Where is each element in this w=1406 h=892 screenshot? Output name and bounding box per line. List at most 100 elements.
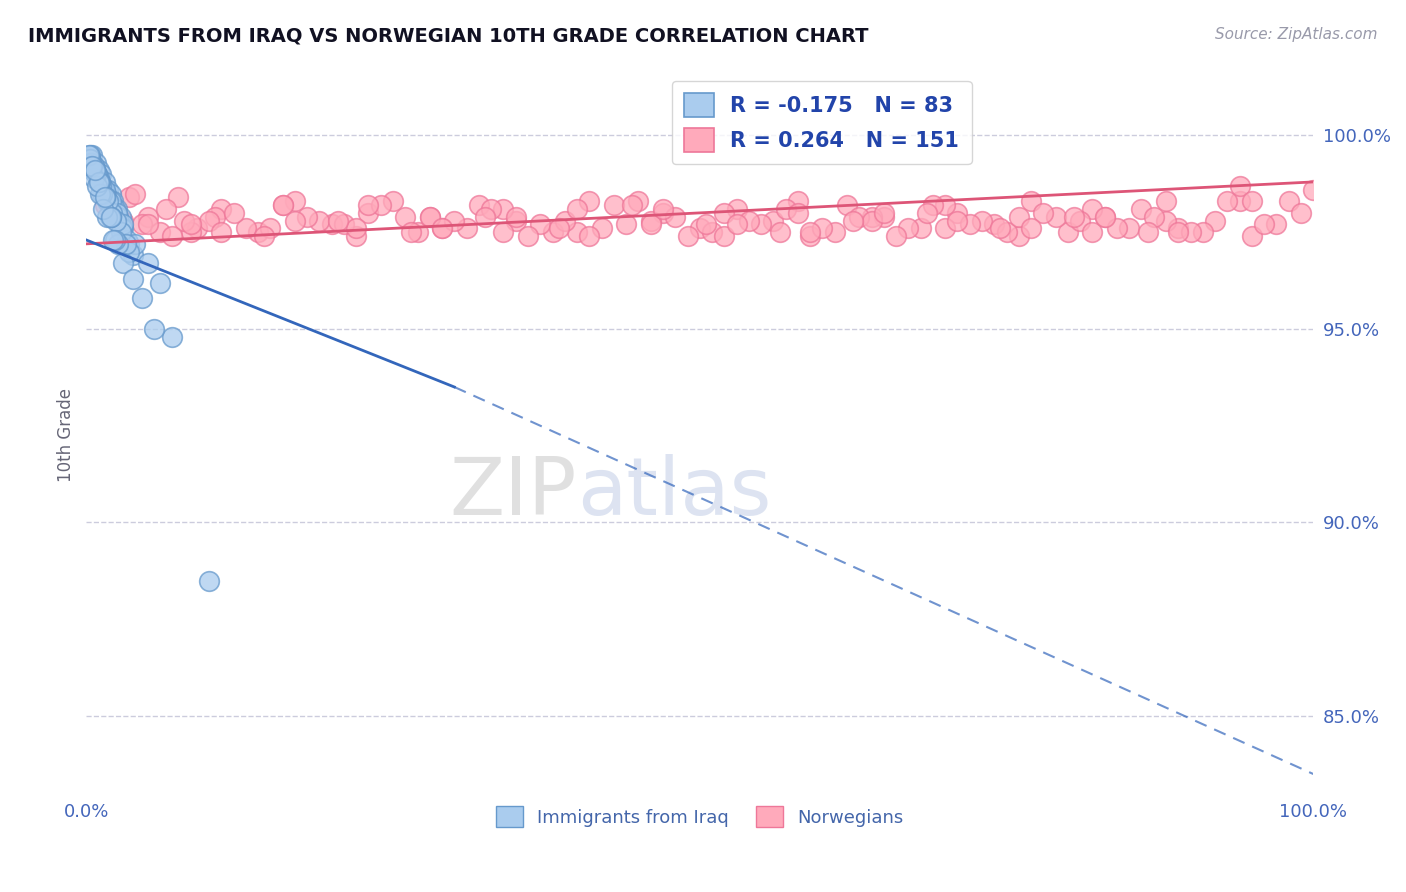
Point <box>1216 194 1239 209</box>
Point <box>787 206 810 220</box>
Point <box>198 574 221 588</box>
Point <box>107 236 129 251</box>
Point <box>1081 202 1104 216</box>
Point <box>100 186 122 201</box>
Point <box>112 213 135 227</box>
Point <box>97 194 120 209</box>
Point <box>136 210 159 224</box>
Point <box>934 198 956 212</box>
Point <box>97 183 120 197</box>
Point <box>456 221 478 235</box>
Point <box>1154 194 1177 209</box>
Point <box>689 221 711 235</box>
Point <box>738 213 761 227</box>
Point <box>111 221 134 235</box>
Point <box>124 186 146 201</box>
Point <box>357 198 380 212</box>
Point <box>295 210 318 224</box>
Point <box>1019 221 1042 235</box>
Point <box>474 210 496 224</box>
Point <box>614 218 637 232</box>
Point <box>83 163 105 178</box>
Point <box>93 190 115 204</box>
Point <box>713 229 735 244</box>
Point <box>96 194 118 209</box>
Point <box>84 155 107 169</box>
Point <box>89 186 111 201</box>
Point <box>946 206 969 220</box>
Point <box>492 202 515 216</box>
Point <box>1143 210 1166 224</box>
Point <box>1289 206 1312 220</box>
Text: Source: ZipAtlas.com: Source: ZipAtlas.com <box>1215 27 1378 42</box>
Point <box>676 229 699 244</box>
Point <box>884 229 907 244</box>
Point <box>627 194 650 209</box>
Point <box>873 210 896 224</box>
Point <box>835 198 858 212</box>
Point <box>86 167 108 181</box>
Point <box>640 213 662 227</box>
Point <box>768 225 790 239</box>
Point <box>235 221 257 235</box>
Point <box>394 210 416 224</box>
Point <box>664 210 686 224</box>
Point <box>1229 178 1251 193</box>
Point <box>541 225 564 239</box>
Point <box>811 221 834 235</box>
Point <box>308 213 330 227</box>
Point <box>652 206 675 220</box>
Point <box>700 225 723 239</box>
Point <box>89 175 111 189</box>
Point <box>578 229 600 244</box>
Point <box>842 213 865 227</box>
Point <box>103 194 125 209</box>
Point <box>1094 210 1116 224</box>
Point <box>1057 225 1080 239</box>
Point <box>713 206 735 220</box>
Point <box>104 206 127 220</box>
Point <box>84 167 107 181</box>
Point <box>259 221 281 235</box>
Point <box>848 210 870 224</box>
Point <box>90 178 112 193</box>
Legend: Immigrants from Iraq, Norwegians: Immigrants from Iraq, Norwegians <box>488 799 911 834</box>
Point <box>547 221 569 235</box>
Point <box>326 213 349 227</box>
Point <box>1265 218 1288 232</box>
Point <box>103 233 125 247</box>
Point <box>112 256 135 270</box>
Point <box>79 152 101 166</box>
Point <box>82 163 104 178</box>
Point <box>100 194 122 209</box>
Point <box>990 221 1012 235</box>
Text: ZIP: ZIP <box>450 454 576 532</box>
Point <box>873 206 896 220</box>
Y-axis label: 10th Grade: 10th Grade <box>58 388 75 483</box>
Point <box>1136 225 1159 239</box>
Point <box>118 244 141 259</box>
Point <box>155 202 177 216</box>
Point <box>112 218 135 232</box>
Point <box>725 202 748 216</box>
Point <box>104 213 127 227</box>
Point <box>443 213 465 227</box>
Point <box>1118 221 1140 235</box>
Point <box>80 160 103 174</box>
Point <box>578 194 600 209</box>
Point <box>1008 229 1031 244</box>
Point <box>1045 210 1067 224</box>
Point <box>897 221 920 235</box>
Point <box>115 233 138 247</box>
Point <box>1019 194 1042 209</box>
Point <box>124 236 146 251</box>
Point <box>96 210 118 224</box>
Point <box>82 160 104 174</box>
Point <box>131 291 153 305</box>
Point <box>118 190 141 204</box>
Point <box>101 206 124 220</box>
Point <box>505 213 527 227</box>
Point <box>529 218 551 232</box>
Point <box>799 225 821 239</box>
Point <box>1302 183 1324 197</box>
